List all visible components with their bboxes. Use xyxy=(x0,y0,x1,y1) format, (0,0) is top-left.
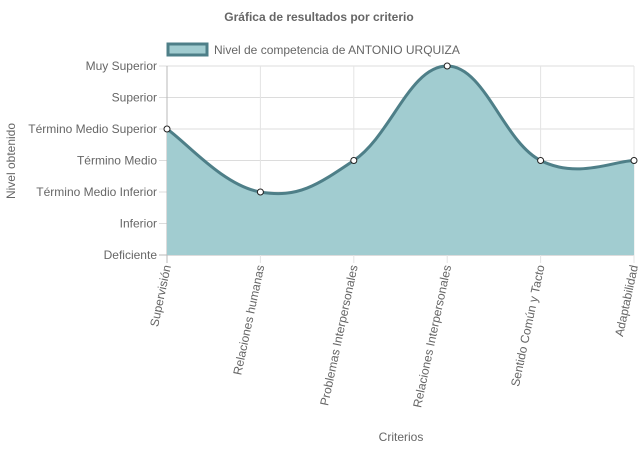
y-tick-label: Deficiente xyxy=(104,248,158,262)
y-tick-label: Término Medio Superior xyxy=(28,122,157,136)
y-axis: Deficiente Inferior Término Medio Inferior… xyxy=(28,59,157,262)
y-tick-label: Término Medio Inferior xyxy=(36,185,157,199)
y-tick-label: Término Medio xyxy=(77,154,157,168)
area-layer xyxy=(166,64,635,255)
x-tick-label: Adaptabilidad xyxy=(612,264,639,338)
points xyxy=(163,62,638,196)
data-point[interactable] xyxy=(256,188,264,196)
data-point[interactable] xyxy=(537,157,545,164)
legend-swatch xyxy=(166,42,209,57)
x-axis-title: Criterios xyxy=(379,430,424,444)
series-area xyxy=(167,66,634,255)
data-point[interactable] xyxy=(443,62,451,70)
y-tick-label: Inferior xyxy=(120,217,157,231)
series-line xyxy=(166,64,635,196)
data-point[interactable] xyxy=(163,125,171,133)
y-tick-label: Muy Superior xyxy=(86,59,157,73)
legend-label: Nivel de competencia de ANTONIO URQUIZA xyxy=(214,43,460,57)
x-tick-label: Sentido Común y Tacto xyxy=(508,263,548,387)
x-tick-label: Problemas Interpersonales xyxy=(317,264,361,407)
data-point[interactable] xyxy=(350,157,358,164)
y-axis-title: Nivel obtenido xyxy=(4,123,18,199)
x-tick-label: Supervisión xyxy=(147,264,174,328)
legend[interactable]: Nivel de competencia de ANTONIO URQUIZA xyxy=(166,42,460,57)
chart-title: Gráfica de resultados por criterio xyxy=(224,10,413,24)
x-tick-label: Relaciones Interpersonales xyxy=(410,264,454,409)
data-point[interactable] xyxy=(630,157,638,164)
x-tick-label: Relaciones humanas xyxy=(230,264,267,377)
x-axis: Supervisión Relaciones humanas Problemas I… xyxy=(147,263,639,408)
y-tick-label: Superior xyxy=(112,91,157,105)
